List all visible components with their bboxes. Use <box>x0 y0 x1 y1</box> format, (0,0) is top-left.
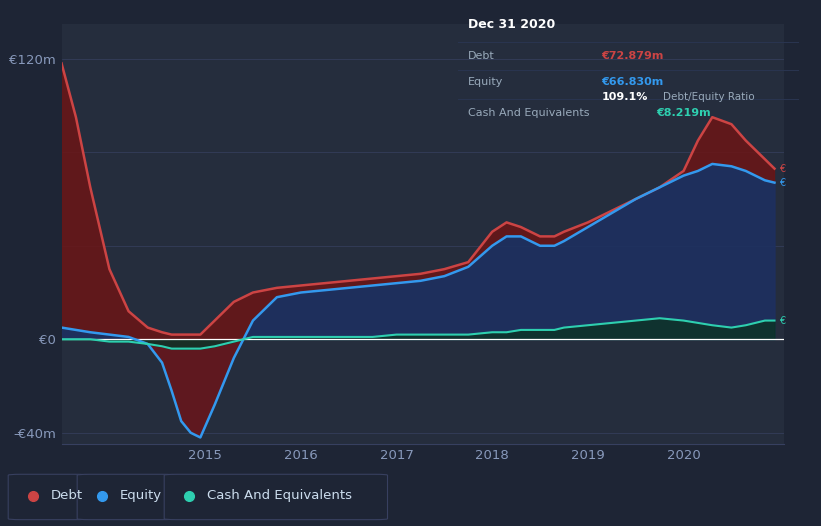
Text: €: € <box>779 164 786 174</box>
Text: Equity: Equity <box>468 77 504 87</box>
Text: Equity: Equity <box>120 489 162 502</box>
Text: €: € <box>779 178 786 188</box>
FancyBboxPatch shape <box>164 474 388 520</box>
Text: Dec 31 2020: Dec 31 2020 <box>468 18 556 31</box>
Text: Debt/Equity Ratio: Debt/Equity Ratio <box>663 92 754 102</box>
Text: Debt: Debt <box>468 51 495 62</box>
Text: €72.879m: €72.879m <box>601 51 663 62</box>
Text: Cash And Equivalents: Cash And Equivalents <box>207 489 352 502</box>
Text: 109.1%: 109.1% <box>601 92 648 102</box>
Text: Cash And Equivalents: Cash And Equivalents <box>468 108 589 118</box>
Text: Debt: Debt <box>51 489 83 502</box>
Text: €: € <box>779 316 786 326</box>
Text: €66.830m: €66.830m <box>601 77 663 87</box>
FancyBboxPatch shape <box>8 474 87 520</box>
FancyBboxPatch shape <box>77 474 174 520</box>
Text: €8.219m: €8.219m <box>656 108 710 118</box>
